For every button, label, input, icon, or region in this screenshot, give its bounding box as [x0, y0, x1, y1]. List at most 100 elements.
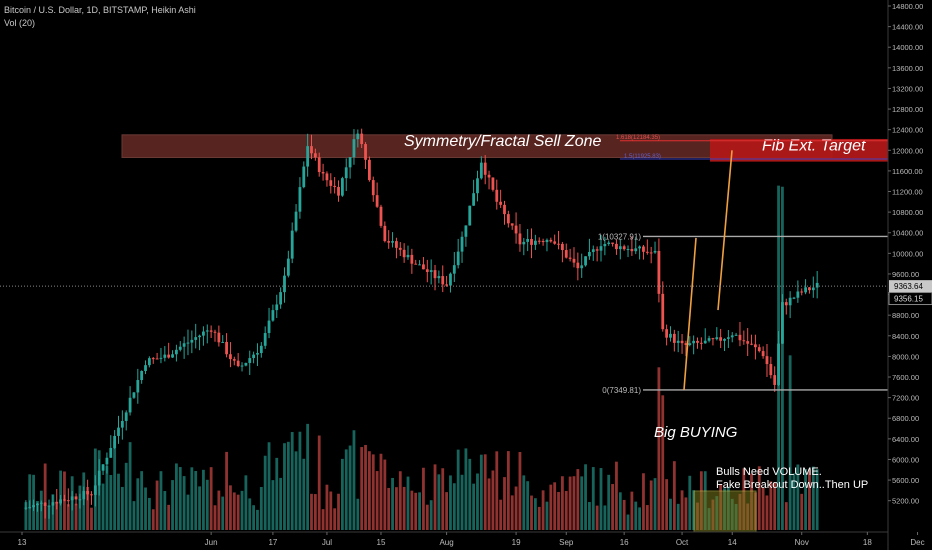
volume-bar [186, 494, 190, 530]
candle [549, 239, 553, 242]
candle [580, 265, 584, 269]
volume-bar [588, 502, 591, 530]
candle [24, 507, 28, 509]
volume-bar [468, 458, 472, 530]
candle [800, 291, 804, 293]
volume-bar [105, 465, 109, 530]
candle [352, 139, 356, 158]
candle [730, 335, 734, 338]
candle [765, 356, 769, 365]
volume-bar [306, 423, 310, 530]
candle [256, 353, 259, 355]
volume-bar [626, 514, 630, 530]
candle [518, 233, 522, 245]
candle [696, 340, 699, 343]
volume-bar [132, 501, 136, 530]
price-tick-label: 14400.00 [892, 23, 923, 32]
candle [781, 302, 784, 344]
volume-bar [167, 504, 171, 530]
candle [576, 262, 580, 269]
volume-bar [437, 474, 441, 530]
candle [665, 329, 669, 338]
candle [584, 256, 587, 266]
candle [275, 304, 279, 311]
volume-bar [229, 485, 232, 530]
volume-bar [259, 487, 263, 530]
volume-bar [491, 470, 495, 530]
volume-bar [499, 499, 503, 530]
volume-bar [383, 459, 387, 530]
volume-bar [634, 501, 638, 530]
candle [232, 359, 236, 361]
candle [611, 242, 614, 244]
volume-bar [279, 477, 283, 530]
volume-bar [422, 467, 425, 530]
volume-bar [533, 498, 537, 530]
candle [742, 340, 746, 342]
volume-bar [163, 491, 167, 530]
candle [572, 258, 576, 263]
fib-ext-label-1618: 1.618(12184.35) [616, 135, 660, 141]
time-tick-label: 15 [377, 538, 386, 547]
volume-bar [356, 498, 360, 530]
volume-bar [329, 491, 333, 530]
candle [101, 464, 105, 471]
candle [368, 159, 371, 181]
volume-bar [591, 467, 595, 530]
volume-bar [522, 475, 526, 530]
candle [221, 341, 225, 343]
volume-bar [804, 468, 807, 530]
volume-bar [553, 482, 557, 530]
volume-bar [506, 451, 510, 530]
time-tick-label: Aug [439, 538, 453, 547]
volume-bar [368, 451, 371, 530]
candle [726, 337, 730, 339]
candle [734, 334, 738, 336]
volume-bar [391, 477, 394, 530]
candle [213, 331, 217, 333]
candle [449, 273, 452, 286]
volume-bar [510, 495, 514, 530]
candle [460, 236, 464, 252]
price-tick-label: 10400.00 [892, 229, 923, 238]
candle [186, 342, 190, 344]
candle [761, 351, 765, 357]
time-tick-label: 19 [512, 538, 521, 547]
volume-bar [194, 470, 198, 530]
volume-bar [472, 483, 476, 530]
time-tick-label: Dec [910, 538, 924, 547]
candle [147, 358, 151, 366]
candle [302, 166, 306, 188]
fib-target-label: Fib Ext. Target [762, 137, 866, 154]
price-tick-label: 8000.00 [892, 352, 919, 361]
volume-bar [615, 461, 618, 530]
candle [310, 146, 313, 154]
candle [337, 186, 340, 196]
volume-bar [395, 487, 398, 530]
last-price-box [889, 280, 932, 293]
volume-bar [128, 442, 132, 530]
volume-bar [460, 474, 464, 530]
volume-bar [271, 480, 275, 530]
candle [414, 263, 418, 265]
candle [267, 320, 271, 334]
time-tick-label: Oct [676, 538, 689, 547]
volume-bar [175, 463, 178, 530]
volume-bar [294, 451, 298, 530]
volume-bar [503, 477, 506, 530]
volume-bar [688, 475, 692, 530]
candle [472, 193, 476, 206]
volume-indicator-label: Vol (20) [4, 18, 36, 28]
volume-bar [603, 505, 607, 530]
volume-bar [684, 497, 688, 530]
candle [618, 246, 622, 250]
candle [379, 206, 383, 226]
candle [476, 178, 479, 194]
volume-bar [140, 471, 144, 530]
candle [557, 243, 560, 245]
price-tick-label: 12400.00 [892, 126, 923, 135]
candle [66, 500, 70, 502]
candle [649, 252, 653, 254]
price-tick-label: 12800.00 [892, 105, 923, 114]
